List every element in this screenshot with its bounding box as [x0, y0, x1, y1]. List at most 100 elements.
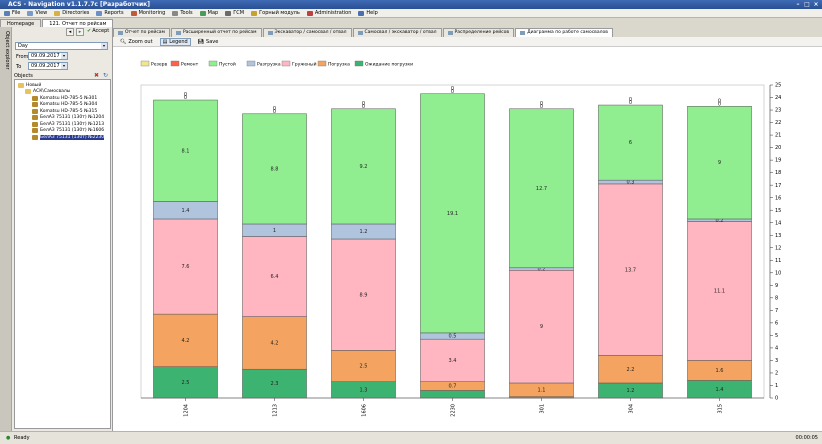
menu-item-label: Directories: [62, 10, 90, 16]
tab-0[interactable]: Homepage: [0, 19, 42, 27]
menu-item-label: ГСМ: [233, 10, 245, 16]
menu-item-monitoring[interactable]: Monitoring: [130, 10, 165, 16]
menu-item-administration[interactable]: Administration: [306, 10, 351, 16]
bar-segment: [331, 350, 396, 382]
zoom-out-button[interactable]: 🔍︎ Zoom out: [117, 38, 156, 46]
report-tab-2[interactable]: Экскаватор / самосвал / отвал: [262, 28, 352, 37]
tree-item[interactable]: Komatsu HD-785-5 №301: [32, 95, 97, 101]
menu-item-гсм[interactable]: ГСМ: [225, 10, 244, 16]
back-icon[interactable]: ◂: [66, 28, 74, 36]
fuel-icon: [225, 10, 232, 16]
report-tab-4[interactable]: Распределение рейсов: [442, 28, 515, 37]
status-bar: ● Ready 00:00:05: [0, 431, 822, 444]
menu-item-view[interactable]: View: [27, 10, 47, 16]
maximize-button[interactable]: □: [804, 1, 810, 8]
y-tick-label: 0: [775, 396, 778, 402]
tab-1[interactable]: 121. Отчет по рейсам: [42, 19, 114, 27]
menu-item-label: Map: [207, 10, 219, 16]
bar-value-label: 9.2: [360, 164, 368, 170]
refresh-icon[interactable]: ↻: [103, 72, 109, 79]
truck-icon: [32, 128, 38, 133]
chevron-down-icon: ▾: [61, 53, 67, 59]
bar-value-label: 19.1: [447, 211, 458, 217]
menu-item-directories[interactable]: Directories: [54, 10, 89, 16]
accept-label: Accept: [92, 28, 110, 34]
menu-item-label: File: [12, 10, 21, 16]
close-button[interactable]: ×: [813, 1, 819, 8]
x-tick-label: 1213: [273, 404, 279, 417]
to-label: To: [16, 64, 22, 70]
bar-value-label: 1.1: [538, 387, 546, 393]
bar-segment: [331, 108, 396, 225]
from-date-field[interactable]: 09.09.2017 ▾: [28, 52, 68, 60]
object-explorer-strip[interactable]: Object explorer: [0, 27, 12, 431]
legend-label: Резерв: [151, 62, 168, 68]
bar-value-label: 4.2: [271, 341, 279, 347]
tree-item[interactable]: БелАЗ 75131 (130т) №1606: [32, 128, 104, 134]
bar-value-label: 1.2: [360, 229, 368, 235]
report-tab-5[interactable]: Диаграмма по работе самосвалов: [515, 28, 613, 37]
legend-toggle-button[interactable]: ▤ Legend: [159, 37, 191, 46]
tree-item[interactable]: БелАЗ 75131 (130т) №1204: [32, 115, 104, 121]
bar-segment: [598, 104, 663, 181]
tree-item[interactable]: БелАЗ 75131 (130т) №2230: [32, 134, 105, 140]
folder-icon: [25, 89, 31, 94]
menu-item-reports[interactable]: Reports: [96, 10, 124, 16]
report-tab-1[interactable]: Расширенный отчет по рейсам: [170, 28, 262, 37]
report-icon: [118, 31, 123, 35]
minimize-button[interactable]: –: [796, 1, 800, 8]
object-explorer-label: Object explorer: [4, 31, 10, 70]
bar-segment: [687, 221, 752, 361]
report-tab-0[interactable]: Отчет по рейсам: [113, 28, 170, 37]
chevron-down-icon: ▾: [101, 43, 107, 49]
bar-value-label: 7.6: [182, 264, 190, 270]
legend-label: Ожидание погрузки: [365, 62, 413, 68]
bar-value-label: 13.7: [625, 267, 636, 273]
bar-zero-label: 0: [362, 104, 365, 110]
tree-item[interactable]: Новый: [18, 82, 41, 88]
map-icon: [199, 10, 206, 16]
truck-icon: [32, 95, 38, 101]
report-tab-label: Диаграмма по работе самосвалов: [527, 30, 608, 35]
bar-segment: [687, 106, 752, 220]
menu-item-tools[interactable]: Tools: [172, 10, 193, 16]
menu-item-file[interactable]: File: [4, 10, 20, 16]
y-tick-label: 9: [775, 283, 778, 289]
run-icon[interactable]: ▸: [76, 28, 84, 36]
y-tick-label: 11: [775, 258, 781, 264]
to-date-field[interactable]: 09.09.2017 ▾: [28, 62, 68, 70]
save-button[interactable]: 💾︎ Save: [195, 38, 222, 46]
view-icon: [27, 10, 34, 16]
bar-value-label: 8.1: [182, 148, 190, 154]
accept-button[interactable]: ✔ Accept: [87, 28, 109, 34]
menu-item-горный-модуль[interactable]: Горный модуль: [251, 10, 300, 16]
left-panel: ◂ ▸ ✔ Accept Day ▾ From 09.09.2017 ▾ To …: [12, 27, 113, 431]
menu-item-help[interactable]: Help: [358, 10, 378, 16]
tree-item-label: БелАЗ 75131 (130т) №1204: [40, 115, 105, 120]
legend-label: Пустой: [219, 61, 236, 68]
bar-segment: [598, 355, 663, 384]
window-title-bar: ACS - Navigation v1.1.7.7c [Разработчик]…: [0, 0, 822, 9]
tree-item[interactable]: Komatsu HD-785-5 №304: [32, 102, 97, 108]
truck-icon: [32, 115, 38, 120]
y-tick-label: 21: [775, 133, 781, 139]
report-icon: [447, 31, 453, 35]
period-select[interactable]: Day ▾: [15, 42, 108, 50]
bar-segment: [242, 113, 307, 225]
tree-item[interactable]: БелАЗ 75131 (130т) №1213: [32, 121, 104, 127]
status-text: Ready: [14, 435, 30, 441]
menu-item-map[interactable]: Map: [199, 10, 219, 16]
bar-zero-label: 0: [718, 101, 721, 107]
x-tick-label: 301: [540, 404, 546, 414]
legend-swatch: [317, 60, 327, 67]
legend-label: Ремонт: [181, 62, 199, 68]
x-tick-label: 315: [718, 404, 724, 414]
bar-value-label: 1.3: [360, 387, 368, 393]
tree-item-label: Komatsu HD-785-5 №304: [40, 102, 98, 107]
tree-item[interactable]: Komatsu HD-785-5 №315: [32, 108, 97, 114]
report-tab-3[interactable]: Самосвал / экскаватор / отвал: [352, 28, 442, 37]
y-tick-label: 16: [775, 195, 781, 201]
clear-icon[interactable]: ✖: [94, 72, 100, 79]
tree-item[interactable]: АСК\Самосвалы: [25, 89, 70, 95]
bar-segment: [153, 218, 218, 315]
